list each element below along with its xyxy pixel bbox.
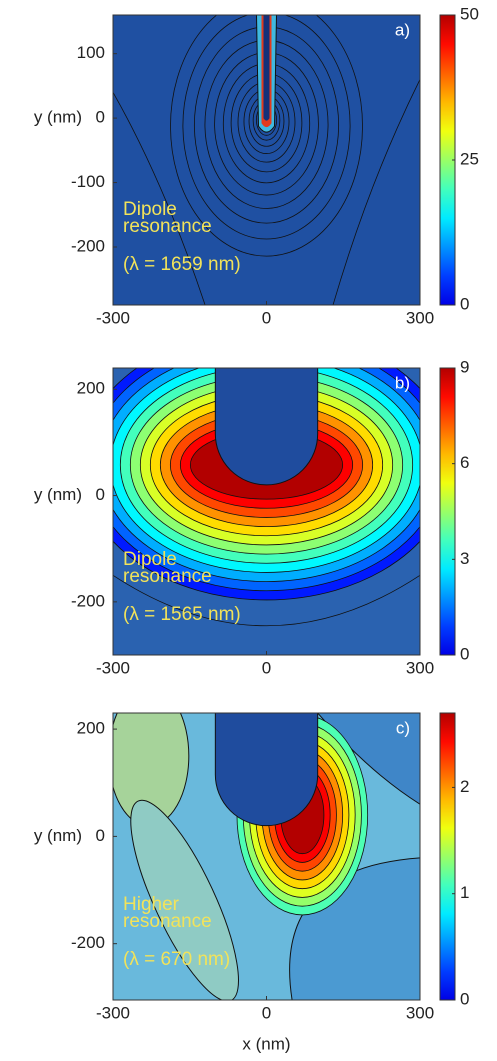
contour-field xyxy=(113,15,420,305)
contour-line xyxy=(182,15,351,240)
x-tick-label: -300 xyxy=(96,1003,130,1022)
x-tick-label: -300 xyxy=(96,658,130,677)
annotation: Dipole xyxy=(123,199,177,220)
colorbar-tick-label: 6 xyxy=(460,453,469,472)
panel-label: b) xyxy=(395,373,410,392)
y-tick-label: 0 xyxy=(96,826,105,845)
y-axis-label: y (nm) xyxy=(34,485,82,504)
rod xyxy=(214,368,319,486)
y-tick-label: 0 xyxy=(96,108,105,127)
contour-line xyxy=(113,92,206,305)
colorbar-tick-label: 1 xyxy=(460,883,469,902)
y-axis-label: y (nm) xyxy=(34,826,82,845)
annotation: resonance xyxy=(123,911,212,932)
colorbar-tick-label: 2 xyxy=(460,777,469,796)
contour-band xyxy=(130,799,239,1000)
annotation: Higher xyxy=(123,894,180,915)
y-tick-label: -200 xyxy=(71,591,105,610)
x-tick-label: 300 xyxy=(406,308,434,327)
x-tick-label: 0 xyxy=(262,658,271,677)
colorbar-tick-label: 0 xyxy=(460,644,469,663)
y-tick-label: -200 xyxy=(71,236,105,255)
annotation: Dipole xyxy=(123,549,177,570)
annotation: resonance xyxy=(123,216,212,237)
x-tick-label: 300 xyxy=(406,1003,434,1022)
colorbar-tick-label: 0 xyxy=(460,989,469,1008)
y-tick-label: 200 xyxy=(77,379,105,398)
annotation: (λ = 670 nm) xyxy=(123,949,230,970)
colorbar xyxy=(439,712,456,1001)
colorbar-tick-label: 3 xyxy=(460,549,469,568)
x-tick-label: -300 xyxy=(96,308,130,327)
panel-label: a) xyxy=(395,20,410,39)
y-tick-label: 100 xyxy=(77,43,105,62)
contour-field xyxy=(113,713,420,1000)
annotation: resonance xyxy=(123,566,212,587)
y-tick-label: 0 xyxy=(96,485,105,504)
x-tick-label: 0 xyxy=(262,1003,271,1022)
colorbar xyxy=(439,367,456,656)
colorbar-tick-label: 9 xyxy=(460,357,469,376)
y-tick-label: 200 xyxy=(77,719,105,738)
rod xyxy=(263,15,270,121)
contour-line xyxy=(332,79,420,305)
annotation: (λ = 1659 nm) xyxy=(123,254,241,275)
annotation: (λ = 1565 nm) xyxy=(123,604,241,625)
y-tick-label: -200 xyxy=(71,933,105,952)
colorbar-tick-label: 50 xyxy=(460,4,479,23)
y-axis-label: y (nm) xyxy=(34,108,82,127)
x-tick-label: 300 xyxy=(406,658,434,677)
contour-field xyxy=(113,368,420,655)
contour-line xyxy=(113,574,420,627)
colorbar-tick-label: 0 xyxy=(460,294,469,313)
x-axis-label: x (nm) xyxy=(242,1034,290,1053)
panel-label: c) xyxy=(396,718,410,737)
rod xyxy=(214,713,319,827)
y-tick-label: -100 xyxy=(71,172,105,191)
x-tick-label: 0 xyxy=(262,308,271,327)
colorbar-tick-label: 25 xyxy=(460,149,479,168)
contour-line xyxy=(170,15,363,257)
